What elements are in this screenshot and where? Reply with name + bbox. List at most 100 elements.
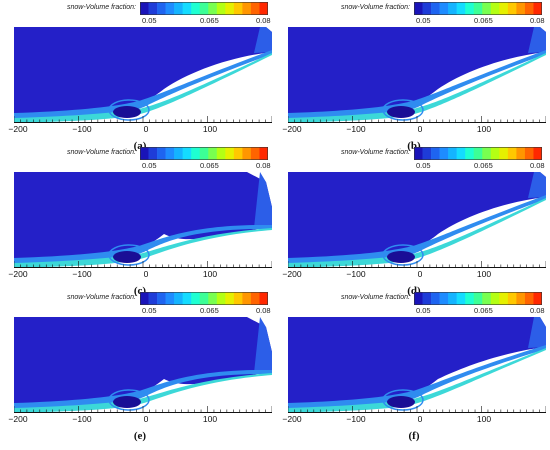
vortex-boundary	[108, 99, 150, 121]
panel-b: snow-Volume fraction: 0.05 0.065 0.08 −200 −1…	[276, 2, 546, 152]
colorbar-swatch	[259, 292, 268, 305]
colorbar-swatch	[199, 2, 209, 15]
flow-domain	[288, 172, 546, 266]
contour-plot	[14, 27, 272, 123]
colorbar-tick-label: 0.065	[474, 161, 493, 170]
x-tick-label: −200	[8, 414, 28, 424]
contour-plot	[288, 27, 546, 123]
colorbar-swatch	[165, 147, 175, 160]
colorbar-tick-label: 0.08	[256, 16, 271, 25]
colorbar-tick-label: 0.05	[142, 161, 157, 170]
colorbar-swatch	[482, 292, 492, 305]
colorbar-swatch	[182, 2, 192, 15]
x-tick-label: −100	[72, 269, 92, 279]
colorbar-swatch	[448, 292, 457, 305]
x-tick-label: 0	[417, 414, 423, 424]
colorbar-swatch	[516, 147, 526, 160]
colorbar	[140, 292, 268, 305]
colorbar-swatch	[448, 2, 457, 15]
colorbar-tick-label: 0.065	[474, 16, 493, 25]
colorbar-swatch	[199, 147, 209, 160]
vortex-boundary	[108, 244, 150, 266]
panel-a: snow-Volume fraction: 0.05 0.065 0.08 −200 −1…	[2, 2, 272, 152]
colorbar-swatch	[157, 2, 166, 15]
vortex-boundary	[382, 244, 424, 266]
colorbar	[414, 147, 542, 160]
colorbar-swatch	[216, 2, 226, 15]
colorbar-swatch	[225, 147, 235, 160]
colorbar-swatch	[157, 147, 166, 160]
colorbar-swatch	[431, 147, 440, 160]
colorbar-swatch	[507, 147, 517, 160]
x-tick-label: −100	[346, 269, 366, 279]
colorbar-swatch	[225, 2, 235, 15]
x-tick-label: −100	[346, 414, 366, 424]
colorbar-title: snow-Volume fraction:	[67, 149, 136, 156]
colorbar-swatch	[242, 292, 252, 305]
colorbar-swatch	[422, 147, 432, 160]
upper-boundary-layer	[254, 27, 272, 53]
upper-boundary-layer	[254, 172, 272, 228]
lower-boundary-layer	[288, 50, 546, 122]
lower-boundary-layer	[14, 50, 272, 122]
colorbar-swatch	[233, 2, 243, 15]
colorbar-swatch	[507, 2, 517, 15]
colorbar-swatch	[490, 292, 500, 305]
colorbar	[140, 147, 268, 160]
colorbar-tick-label: 0.05	[416, 161, 431, 170]
flow-domain	[288, 27, 546, 121]
recirculation-vortex	[113, 251, 141, 263]
panel-c: snow-Volume fraction: 0.05 0.065 0.08 −200 −1…	[2, 147, 272, 297]
colorbar-swatch	[225, 292, 235, 305]
wall-snow-layer	[288, 198, 546, 268]
x-tick-label: −100	[346, 124, 366, 134]
colorbar-swatch	[242, 147, 252, 160]
colorbar-swatch	[482, 2, 492, 15]
colorbar-swatch	[182, 147, 192, 160]
colorbar-swatch	[250, 2, 260, 15]
colorbar-swatch	[174, 147, 183, 160]
wall-snow-layer	[288, 348, 546, 413]
panel-label: (f)	[408, 430, 420, 442]
lower-boundary-layer	[14, 369, 272, 412]
colorbar-tick-label: 0.08	[256, 306, 271, 315]
recirculation-vortex	[387, 106, 415, 118]
colorbar	[414, 2, 542, 15]
colorbar-tick-label: 0.065	[200, 306, 219, 315]
colorbar-swatch	[533, 292, 542, 305]
x-tick-label: −200	[8, 269, 28, 279]
colorbar-swatch	[174, 2, 183, 15]
colorbar-swatch	[157, 292, 166, 305]
colorbar-swatch	[191, 2, 201, 15]
colorbar-swatch	[140, 2, 149, 15]
colorbar-title: snow-Volume fraction:	[67, 294, 136, 301]
x-tick-label: −100	[72, 414, 92, 424]
colorbar-swatch	[448, 147, 457, 160]
colorbar-swatch	[490, 2, 500, 15]
colorbar-swatch	[465, 292, 475, 305]
colorbar-swatch	[148, 2, 158, 15]
wall-snow-layer	[14, 373, 272, 413]
x-tick-label: 100	[476, 124, 492, 134]
colorbar-title: snow-Volume fraction:	[341, 4, 410, 11]
colorbar-swatch	[465, 147, 475, 160]
vortex-boundary	[108, 389, 150, 411]
colorbar-tick-label: 0.065	[200, 16, 219, 25]
colorbar-swatch	[507, 292, 517, 305]
colorbar-swatch	[233, 147, 243, 160]
colorbar-swatch	[524, 2, 534, 15]
colorbar-swatch	[516, 292, 526, 305]
colorbar-swatch	[524, 147, 534, 160]
colorbar-title: snow-Volume fraction:	[67, 4, 136, 11]
colorbar-swatch	[499, 292, 509, 305]
wall-snow-layer	[288, 53, 546, 123]
colorbar-tick-label: 0.08	[530, 16, 545, 25]
x-tick-label: 100	[476, 269, 492, 279]
colorbar-tick-label: 0.05	[142, 306, 157, 315]
x-tick-label: 0	[417, 269, 423, 279]
colorbar-swatch	[242, 2, 252, 15]
x-tick-label: 100	[202, 414, 218, 424]
panel-d: snow-Volume fraction: 0.05 0.065 0.08 −200 −1…	[276, 147, 546, 297]
x-tick-label: −200	[8, 124, 28, 134]
colorbar-swatch	[439, 2, 449, 15]
